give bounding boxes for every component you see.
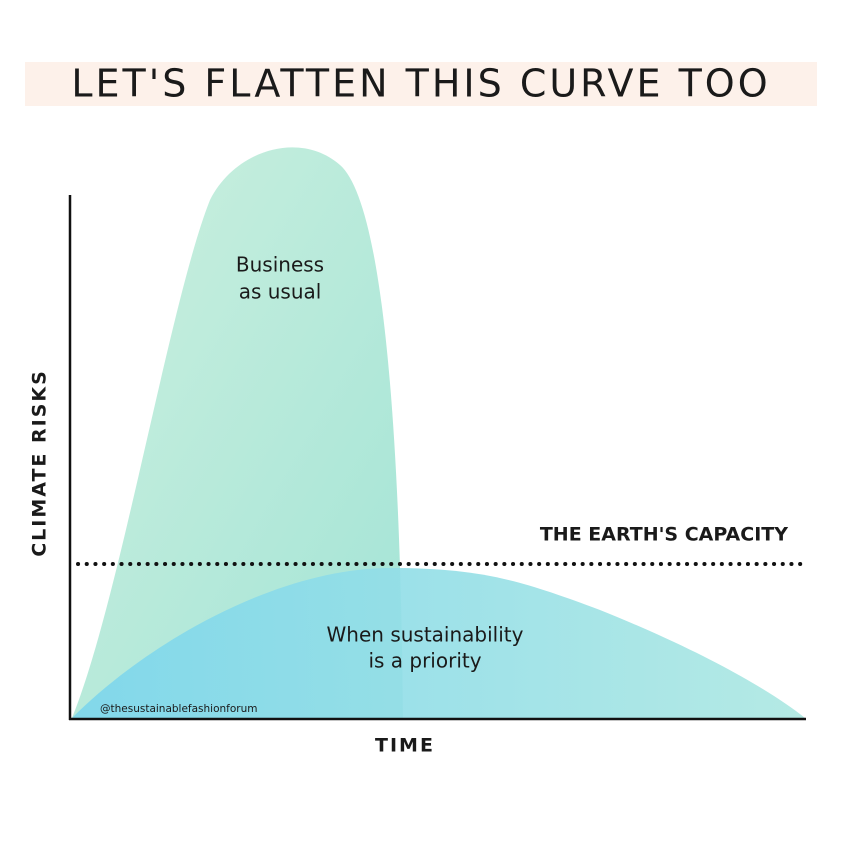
title: LET'S FLATTEN THIS CURVE TOO [71, 62, 770, 106]
title-band [25, 62, 817, 106]
curve-label: When sustainability [327, 623, 524, 647]
capacity-label: THE EARTH'S CAPACITY [540, 524, 788, 546]
sustainability-curve [72, 568, 805, 718]
curve-label: Business [236, 253, 324, 277]
watermark: @thesustainablefashionforum [100, 703, 258, 715]
curve-label: as usual [239, 280, 322, 304]
business-as-usual-curve [72, 147, 403, 719]
y-axis-label: CLIMATE RISKS [29, 369, 51, 557]
x-axis-label: TIME [375, 735, 435, 757]
curve-label: is a priority [368, 649, 481, 673]
